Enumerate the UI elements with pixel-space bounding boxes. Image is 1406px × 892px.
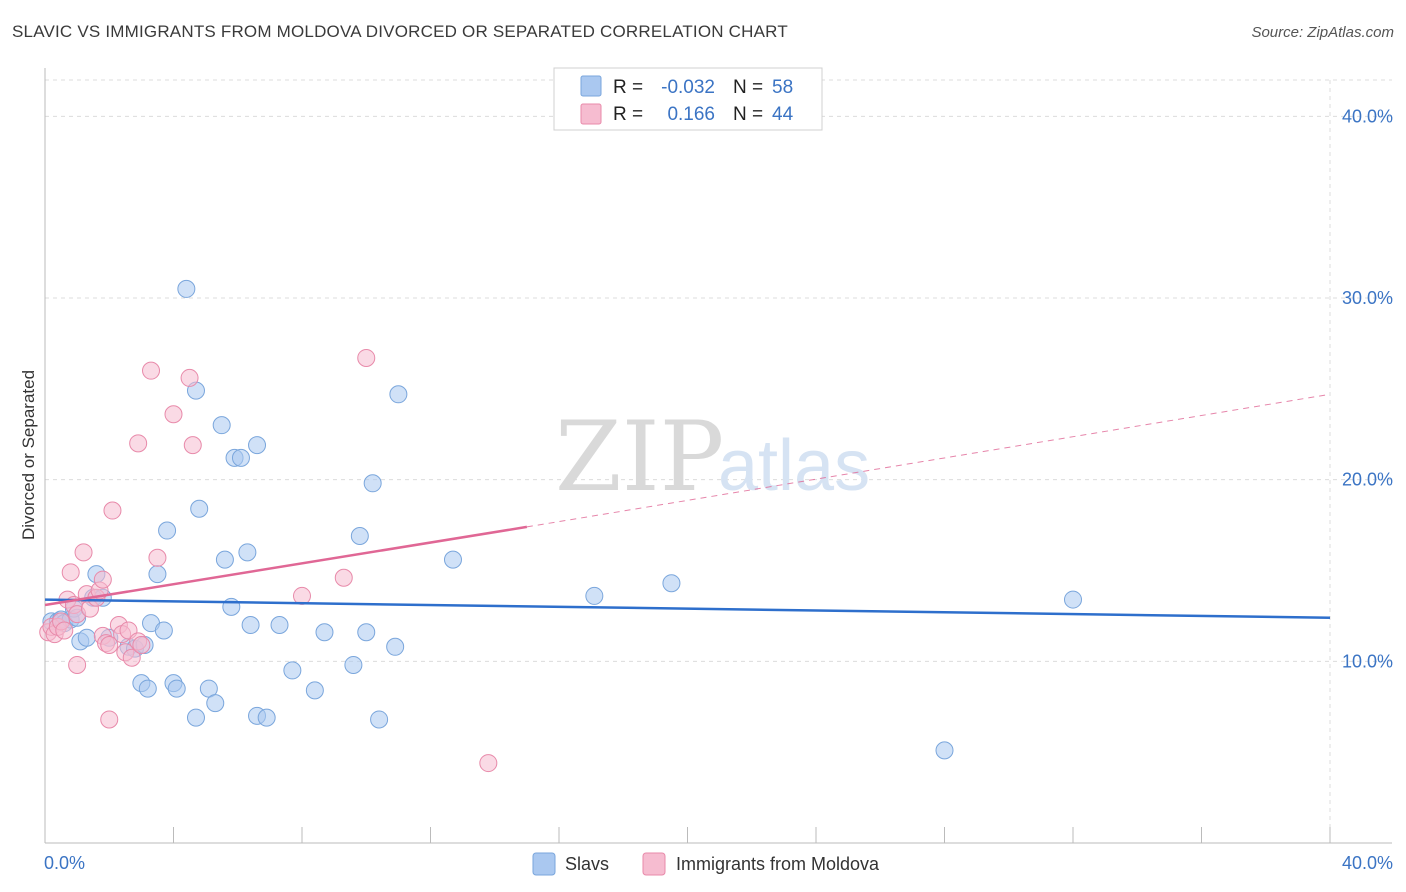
trend-lines <box>44 393 1331 619</box>
y-tick-label: 10.0% <box>1342 651 1393 671</box>
slavs-point <box>231 448 250 467</box>
bottom-legend-swatch-moldova <box>642 852 666 876</box>
slavs-point <box>212 416 231 435</box>
y-tick-labels: 10.0% 20.0% 30.0% 40.0% <box>1342 106 1393 671</box>
source-credit: Source: ZipAtlas.com <box>1251 24 1394 41</box>
moldova-point <box>103 501 122 520</box>
moldova-point <box>180 368 199 387</box>
legend-r-value: -0.032 <box>661 77 715 98</box>
slavs-point <box>1064 590 1082 609</box>
slavs-point <box>238 543 257 562</box>
slavs-point <box>138 679 157 698</box>
chart-title: SLAVIC VS IMMIGRANTS FROM MOLDOVA DIVORC… <box>12 22 788 41</box>
legend-r-label: R = <box>613 104 643 125</box>
bottom-legend-label-moldova: Immigrants from Moldova <box>676 854 880 874</box>
slavs-point <box>443 550 462 569</box>
moldova-point <box>334 568 353 587</box>
slavs-point <box>315 623 334 642</box>
slavs-point <box>305 681 324 700</box>
slavs-point <box>154 621 173 640</box>
moldova-point <box>129 434 148 453</box>
slavs-point <box>257 708 276 727</box>
axes <box>44 68 1392 844</box>
slavs-point <box>215 550 234 569</box>
watermark-zip: ZIP <box>555 401 724 513</box>
slavs-point <box>270 616 289 634</box>
slavs-point <box>206 694 225 713</box>
trend-line-moldova <box>44 525 528 607</box>
slavs-point <box>77 628 96 647</box>
moldova-point <box>148 548 167 567</box>
legend-n-value: 58 <box>772 77 793 98</box>
moldova-point <box>74 543 93 562</box>
x-tick-labels: 0.0% 40.0% <box>44 853 1393 873</box>
moldova-point <box>93 570 112 589</box>
gridlines <box>45 79 1392 843</box>
y-tick-label: 20.0% <box>1342 470 1393 490</box>
moldova-point <box>61 563 80 582</box>
moldova-point <box>142 361 161 380</box>
slavs-point <box>585 586 604 605</box>
slavs-point <box>357 623 376 642</box>
slavs-point <box>190 499 209 518</box>
moldova-point <box>68 655 87 674</box>
slavs-point <box>248 436 267 455</box>
x-tick-label: 0.0% <box>44 853 85 873</box>
moldova-point <box>122 648 141 667</box>
slavs-point <box>186 708 205 727</box>
series-moldova <box>39 348 498 773</box>
moldova-point <box>164 405 183 424</box>
slavs-point <box>363 474 382 493</box>
y-tick-label: 30.0% <box>1342 288 1393 308</box>
slavs-point <box>158 521 177 540</box>
slavs-point <box>344 655 363 674</box>
moldova-point <box>479 754 498 773</box>
legend-swatch-moldova <box>580 103 602 125</box>
y-tick-label: 40.0% <box>1342 106 1393 126</box>
legend-r-label: R = <box>613 77 643 98</box>
watermark-atlas: atlas <box>718 426 870 506</box>
moldova-point <box>100 635 119 654</box>
legend-r-value: 0.166 <box>667 104 715 125</box>
slavs-point <box>935 741 954 760</box>
slavs-point <box>283 661 302 680</box>
slavs-point <box>177 279 196 298</box>
legend-swatch-slavs <box>580 75 602 97</box>
slavs-point <box>370 710 389 729</box>
trend-line-moldova-extrapolated <box>526 393 1331 528</box>
slavs-point <box>167 679 186 698</box>
bottom-legend-label-slavs: Slavs <box>565 854 609 874</box>
legend-n-label: N = <box>733 104 763 125</box>
moldova-point <box>183 436 202 455</box>
x-tick-label: 40.0% <box>1342 853 1393 873</box>
moldova-point <box>132 635 151 654</box>
bottom-legend: Slavs Immigrants from Moldova <box>532 852 880 876</box>
moldova-point <box>100 710 119 729</box>
y-axis-title: Divorced or Separated <box>19 370 38 540</box>
slavs-point <box>350 526 369 545</box>
series-slavs <box>42 279 1082 760</box>
moldova-point <box>55 621 74 640</box>
legend-n-label: N = <box>733 77 763 98</box>
slavs-point <box>241 616 260 634</box>
legend-n-value: 44 <box>772 104 794 125</box>
slavs-point <box>662 574 681 593</box>
slavs-point <box>148 565 167 584</box>
bottom-legend-swatch-slavs <box>532 852 556 876</box>
slavs-point <box>386 637 405 656</box>
legend: R = -0.032 N = 58 R = 0.166 N = 44 <box>553 67 823 131</box>
slavs-point <box>389 385 408 404</box>
trend-line-slavs <box>44 598 1331 619</box>
moldova-point <box>357 348 376 367</box>
